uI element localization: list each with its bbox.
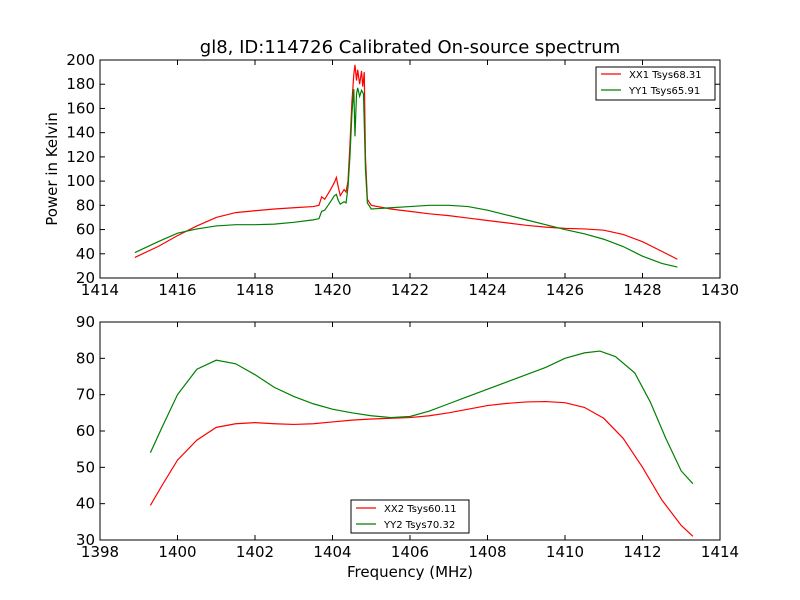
- top-x-tick-label: 1416: [158, 281, 196, 299]
- bottom-legend: XX2 Tsys60.11 YY2 Tsys70.32: [350, 499, 470, 534]
- bottom-x-tick-label: 1400: [158, 543, 196, 561]
- bottom-y-tick-label: 60: [76, 422, 95, 440]
- top-x-tick-label: 1418: [236, 281, 274, 299]
- bottom-y-tick-label: 80: [76, 349, 95, 367]
- legend-label-xx1: XX1 Tsys68.31: [629, 70, 702, 81]
- bottom-series-line-1: [149, 400, 694, 537]
- top-x-tick-label: 1420: [313, 281, 351, 299]
- top-y-tick-label: 140: [66, 124, 95, 142]
- top-y-tick-label: 160: [66, 99, 95, 117]
- top-x-tick-label: 1414: [81, 281, 119, 299]
- top-legend-box: [595, 66, 716, 101]
- legend-label-yy1: YY1 Tsys65.91: [628, 86, 700, 97]
- top-series-line-1: [134, 64, 678, 260]
- top-y-tick-label: 200: [66, 51, 95, 69]
- bottom-legend-box: [350, 499, 470, 534]
- bottom-x-tick-label: 1410: [546, 543, 584, 561]
- bottom-x-tick-label: 1404: [313, 543, 351, 561]
- bottom-y-tick-label: 90: [76, 313, 95, 331]
- top-y-tick-label: 80: [76, 196, 95, 214]
- top-series-line-2: [134, 87, 678, 268]
- bottom-y-tick-label: 70: [76, 386, 95, 404]
- bottom-y-tick-label: 40: [76, 495, 95, 513]
- top-x-tick-label: 1424: [468, 281, 506, 299]
- top-y-tick-label: 100: [66, 172, 95, 190]
- top-x-tick-label: 1430: [701, 281, 739, 299]
- top-x-tick-label: 1426: [546, 281, 584, 299]
- bottom-x-tick-label: 1406: [391, 543, 429, 561]
- bottom-y-tick-label: 30: [76, 531, 95, 549]
- bottom-x-tick-label: 1398: [81, 543, 119, 561]
- top-y-tick-label: 120: [66, 148, 95, 166]
- x-axis-label: Frequency (MHz): [347, 563, 473, 581]
- chart-title: gl8, ID:114726 Calibrated On-source spec…: [200, 37, 620, 58]
- bottom-x-tick-label: 1414: [701, 543, 739, 561]
- top-x-tick-label: 1422: [391, 281, 429, 299]
- top-y-tick-label: 40: [76, 245, 95, 263]
- top-y-tick-label: 20: [76, 269, 95, 287]
- bottom-x-tick-label: 1412: [623, 543, 661, 561]
- bottom-x-tick-label: 1408: [468, 543, 506, 561]
- legend-label-yy2: YY2 Tsys70.32: [383, 520, 455, 531]
- top-y-tick-label: 60: [76, 221, 95, 239]
- top-x-tick-label: 1428: [623, 281, 661, 299]
- bottom-y-tick-label: 50: [76, 458, 95, 476]
- bottom-series-line-2: [149, 350, 694, 485]
- bottom-subplot: Frequency (MHz) 1398 1400 1402 1404 1406 1408…: [76, 313, 739, 581]
- legend-label-xx2: XX2 Tsys60.11: [384, 504, 457, 515]
- top-y-tick-label: 180: [66, 75, 95, 93]
- top-subplot: gl8, ID:114726 Calibrated On-source spec…: [43, 37, 739, 299]
- y-axis-label: Power in Kelvin: [43, 112, 61, 226]
- bottom-x-tick-label: 1402: [236, 543, 274, 561]
- top-legend: XX1 Tsys68.31 YY1 Tsys65.91: [595, 66, 716, 101]
